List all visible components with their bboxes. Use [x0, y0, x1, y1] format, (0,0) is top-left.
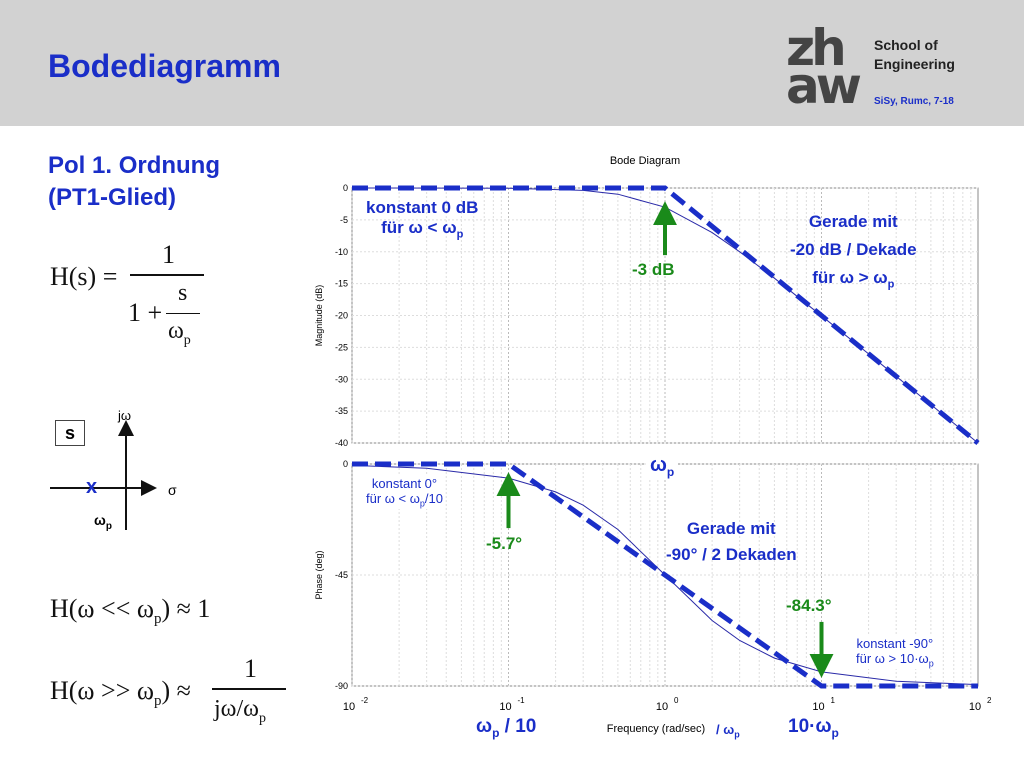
x-tick-label: 10 [499, 701, 511, 713]
fraction-bar [130, 274, 204, 276]
y-tick-label: -25 [335, 342, 348, 352]
y-tick-label: -90 [335, 681, 348, 691]
y-tick-label: -15 [335, 279, 348, 289]
y-axis-label: Phase (deg) [314, 550, 324, 599]
y-axis-label: Magnitude (dB) [314, 285, 324, 347]
pole-label: ωp [94, 512, 112, 532]
annotation-minus-84-3deg: -84.3° [786, 596, 832, 615]
y-tick-label: -10 [335, 247, 348, 257]
course-label: SiSy, Rumc, 7-18 [874, 96, 954, 107]
inner-fraction-bar [166, 313, 200, 315]
y-tick-label: -40 [335, 438, 348, 448]
x-tick-exponent: 1 [831, 696, 836, 705]
annotation-const-0db: konstant 0 dB für ω < ωp [366, 198, 479, 241]
x-tick-exponent: 0 [674, 696, 679, 705]
annotation-minus-3db: -3 dB [632, 260, 675, 279]
y-tick-label: -45 [335, 570, 348, 580]
x-tick-label: 10 [812, 701, 824, 713]
x-tick-exponent: -2 [361, 696, 369, 705]
y-tick-label: 0 [343, 183, 348, 193]
y-tick-label: -30 [335, 374, 348, 384]
s-plane-axes [50, 420, 157, 530]
school-name: School of Engineering [874, 37, 955, 72]
annotation-slope-20db: Gerade mit -20 dB / Dekade für ω > ωp [790, 212, 917, 291]
annotation-omega-p: ωp [646, 454, 679, 479]
pole-marker: x [86, 476, 98, 498]
slide-title: Bodediagramm [48, 48, 281, 84]
s-plane-label: s [55, 420, 85, 446]
annotation-slope-90deg: Gerade mit -90° / 2 Dekaden [666, 519, 797, 564]
annotation-const-90deg: konstant -90° für ω > 10·ωp [856, 636, 934, 669]
x-tick-exponent: 2 [987, 696, 992, 705]
x-tick-exponent: -1 [518, 696, 526, 705]
annotation-omega-p-over-10: ωp / 10 [476, 716, 537, 740]
x-tick-label: 10 [656, 701, 668, 713]
x-tick-label: 10 [969, 701, 981, 713]
header-bar [0, 0, 1024, 126]
x-tick-label: 10 [343, 701, 355, 713]
annotation-freq-suffix: / ωp [716, 722, 740, 740]
annotation-ten-omega-p: 10·ωp [788, 716, 839, 740]
series-asymptote [352, 185, 980, 445]
low-freq-approx: H(ω << ωp) ≈ 1 [50, 594, 211, 628]
annotation-const-0deg: konstant 0° für ω < ωp/10 [366, 476, 443, 509]
y-tick-label: -5 [340, 215, 348, 225]
y-tick-label: 0 [343, 459, 348, 469]
x-axis-label: Frequency (rad/sec) [607, 723, 705, 735]
y-tick-label: -35 [335, 406, 348, 416]
y-tick-label: -20 [335, 311, 348, 321]
annotation-minus-5-7deg: -5.7° [486, 534, 523, 553]
slide-subtitle: Pol 1. Ordnung (PT1-Glied) [48, 152, 220, 211]
imag-axis-label: jω [118, 408, 132, 423]
real-axis-label: σ [168, 482, 177, 498]
chart-title: Bode Diagram [610, 155, 680, 167]
series-asymptote [352, 461, 978, 689]
fraction-bar [212, 688, 286, 690]
